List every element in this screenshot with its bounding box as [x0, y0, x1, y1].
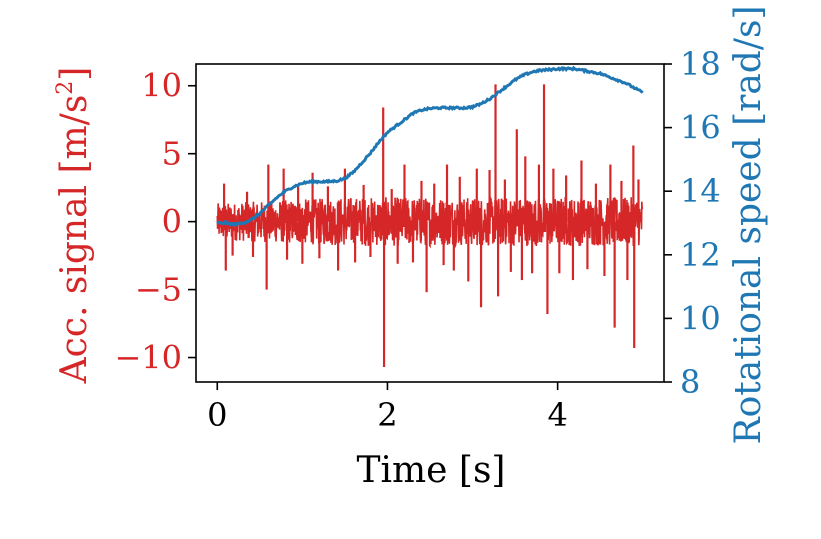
left-axis-label-sup: 2	[53, 81, 78, 95]
right-tick-label: 12	[680, 236, 721, 274]
left-tick-label: 10	[141, 67, 182, 105]
right-axis-label: Rotational speed [rad/s]	[728, 6, 769, 445]
acc-signal-spikes	[222, 84, 640, 368]
plot-frame	[195, 63, 665, 383]
x-tick-label: 4	[547, 396, 567, 434]
x-tick-label: 0	[207, 396, 227, 434]
series-acc-signal-line	[216, 195, 644, 250]
left-tick-label: −10	[114, 339, 182, 377]
x-axis-ticks: 0 2 4	[207, 382, 568, 434]
right-tick-label: 16	[680, 109, 721, 147]
left-tick-label: 0	[162, 203, 182, 241]
x-tick-label: 2	[377, 396, 397, 434]
left-tick-label: 5	[162, 135, 182, 173]
right-tick-label: 8	[680, 363, 700, 401]
left-axis-label: Acc. signal [m/s2]	[53, 67, 95, 385]
right-tick-label: 18	[680, 45, 721, 83]
left-axis-label-end: ]	[54, 67, 95, 81]
left-axis-ticks: −10 −5 0 5 10	[114, 67, 196, 377]
right-axis-ticks: 8 10 12 14 16 18	[664, 45, 721, 401]
left-axis-label-main: Acc. signal [m/s	[54, 95, 95, 385]
plot-area	[216, 65, 644, 368]
right-tick-label: 14	[680, 172, 721, 210]
right-tick-label: 10	[680, 299, 721, 337]
left-tick-label: −5	[135, 271, 182, 309]
series-rotational-speed-line	[216, 65, 644, 228]
x-axis-label: Time [s]	[357, 450, 506, 491]
